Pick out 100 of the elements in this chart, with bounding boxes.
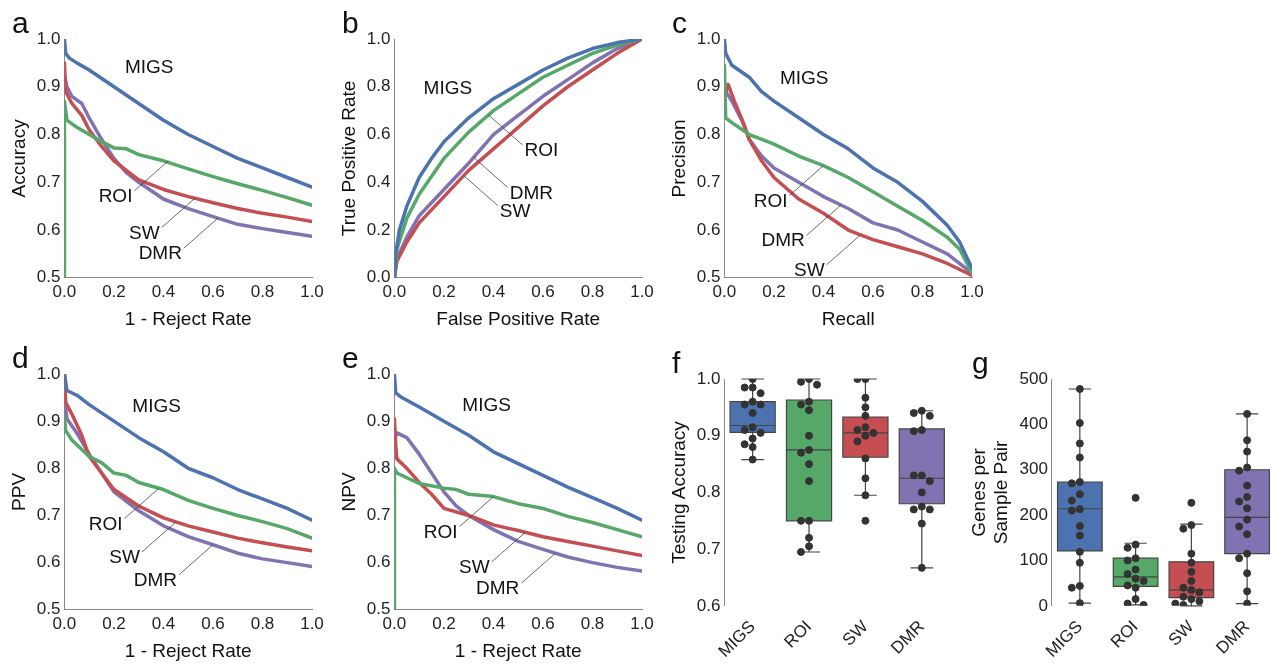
y-tick-label: 0.2 bbox=[366, 219, 391, 239]
y-axis-title: Precision bbox=[667, 119, 689, 198]
y-tick-label: 0.7 bbox=[36, 505, 61, 525]
x-tick-label: 0.0 bbox=[52, 613, 77, 633]
x-tick-label: ROI bbox=[1106, 616, 1142, 652]
annotation: DMR bbox=[476, 577, 520, 599]
x-tick-label: 0.6 bbox=[531, 613, 555, 633]
x-axis-title: 1 - Reject Rate bbox=[124, 307, 252, 329]
annotation: ROI bbox=[88, 512, 123, 534]
y-axis-title: Accuracy bbox=[7, 118, 29, 198]
x-tick-label: 0.8 bbox=[580, 613, 605, 633]
y-axis-title: True Positive Rate bbox=[337, 80, 359, 237]
x-tick-label: ROI bbox=[780, 616, 816, 652]
annotation: ROI bbox=[753, 189, 788, 211]
y-tick-label: 0.6 bbox=[36, 552, 61, 572]
x-axis-title: 1 - Reject Rate bbox=[454, 639, 582, 661]
x-tick-label: 0.2 bbox=[102, 613, 126, 633]
annotation: ROI bbox=[423, 520, 458, 542]
annotation: MIGS bbox=[779, 67, 829, 89]
y-tick-label: 0.7 bbox=[696, 171, 721, 191]
y-tick-label: 0.9 bbox=[36, 76, 61, 96]
x-tick-label: 1.0 bbox=[300, 281, 324, 301]
y-tick-label: 0.6 bbox=[36, 219, 61, 239]
y-axis-title: Testing Accuracy bbox=[667, 420, 689, 564]
y-tick-label: 0.7 bbox=[696, 538, 721, 558]
y-tick-label: 1.0 bbox=[36, 28, 61, 48]
annotation: ROI bbox=[98, 185, 133, 207]
chart-title: e bbox=[342, 340, 359, 376]
x-tick-label: 0.8 bbox=[910, 281, 935, 301]
annotation: DMR bbox=[138, 242, 182, 264]
x-tick-label: 0.0 bbox=[382, 281, 407, 301]
chart-title: c bbox=[672, 5, 687, 41]
x-tick-label: 0.4 bbox=[811, 281, 836, 301]
chart-title: b bbox=[342, 5, 359, 41]
x-tick-label: 1.0 bbox=[630, 281, 654, 301]
x-tick-label: 1.0 bbox=[300, 613, 324, 633]
x-tick-label: 0.2 bbox=[762, 281, 786, 301]
x-tick-label: 0.6 bbox=[861, 281, 885, 301]
y-tick-label: 500 bbox=[1019, 368, 1048, 388]
x-tick-label: SW bbox=[1164, 616, 1198, 650]
y-tick-label: 1.0 bbox=[696, 368, 721, 388]
y-tick-label: 0.8 bbox=[366, 458, 391, 478]
y-tick-label: 0.8 bbox=[696, 482, 721, 502]
y-tick-label: 1.0 bbox=[36, 363, 61, 383]
chart-title: f bbox=[672, 345, 681, 381]
y-tick-label: 1.0 bbox=[366, 363, 391, 383]
x-tick-label: SW bbox=[838, 616, 872, 650]
x-axis-title: False Positive Rate bbox=[436, 307, 601, 329]
x-tick-label: 0.8 bbox=[250, 281, 275, 301]
y-axis-title: NPV bbox=[337, 472, 359, 512]
x-tick-label: 1.0 bbox=[960, 281, 984, 301]
y-axis-title: Genes per Sample Pair bbox=[967, 440, 1012, 545]
y-tick-label: 0.6 bbox=[366, 124, 391, 144]
x-tick-label: 0.4 bbox=[481, 281, 506, 301]
y-tick-label: 400 bbox=[1019, 414, 1048, 434]
y-tick-label: 0 bbox=[1038, 595, 1048, 615]
y-tick-label: 0.7 bbox=[366, 505, 391, 525]
annotation: MIGS bbox=[462, 394, 511, 416]
x-tick-label: 0.4 bbox=[151, 613, 176, 633]
annotation: MIGS bbox=[124, 56, 174, 78]
y-tick-label: 0.6 bbox=[696, 219, 721, 239]
x-tick-label: 0.2 bbox=[102, 281, 126, 301]
x-tick-label: 0.6 bbox=[531, 281, 555, 301]
y-tick-label: 300 bbox=[1019, 459, 1048, 479]
y-tick-label: 0.7 bbox=[36, 171, 61, 191]
y-tick-label: 0.9 bbox=[366, 410, 391, 430]
x-tick-label: 0.8 bbox=[250, 613, 275, 633]
y-tick-label: 0.9 bbox=[696, 76, 721, 96]
annotation: SW bbox=[129, 221, 160, 243]
x-tick-label: 0.0 bbox=[382, 613, 407, 633]
y-tick-label: 1.0 bbox=[696, 28, 721, 48]
chart-title: d bbox=[12, 340, 29, 376]
annotation: MIGS bbox=[132, 395, 181, 417]
x-axis-title: Recall bbox=[821, 307, 875, 329]
x-tick-label: 0.6 bbox=[201, 613, 225, 633]
y-tick-label: 0.4 bbox=[366, 171, 391, 191]
x-tick-label: 0.0 bbox=[52, 281, 77, 301]
x-tick-label: 0.4 bbox=[151, 281, 176, 301]
annotation: MIGS bbox=[423, 76, 473, 98]
y-tick-label: 0.9 bbox=[696, 425, 721, 445]
x-tick-label: 0.2 bbox=[432, 281, 456, 301]
y-tick-label: 0.6 bbox=[696, 595, 721, 615]
x-tick-label: 0.4 bbox=[481, 613, 506, 633]
annotation: SW bbox=[109, 546, 140, 568]
annotation: ROI bbox=[524, 139, 559, 161]
x-tick-label: 0.0 bbox=[712, 281, 737, 301]
x-tick-label: 0.2 bbox=[432, 613, 456, 633]
y-tick-label: 0.8 bbox=[36, 124, 61, 144]
y-tick-label: 200 bbox=[1019, 504, 1048, 524]
y-tick-label: 0.9 bbox=[36, 410, 61, 430]
chart-title: a bbox=[12, 5, 29, 41]
y-axis-title: PPV bbox=[7, 472, 29, 511]
x-tick-label: 1.0 bbox=[630, 613, 654, 633]
chart-title: g bbox=[972, 345, 989, 381]
y-tick-label: 0.8 bbox=[366, 76, 391, 96]
annotation: SW bbox=[459, 556, 490, 578]
x-tick-label: 0.6 bbox=[201, 281, 225, 301]
y-tick-label: 1.0 bbox=[366, 28, 391, 48]
y-tick-label: 100 bbox=[1019, 550, 1048, 570]
annotation: DMR bbox=[133, 568, 177, 590]
